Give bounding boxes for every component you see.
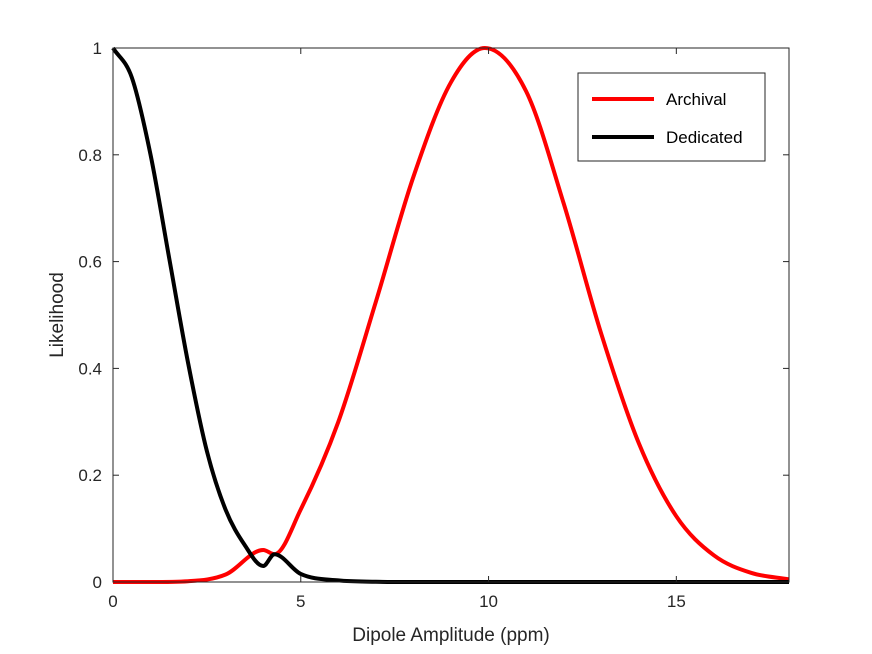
x-tick-label: 5	[296, 592, 305, 611]
y-tick-label: 0.6	[78, 253, 102, 272]
series-line-archival	[112, 46, 790, 584]
legend-label-archival: Archival	[666, 90, 726, 109]
axes-box	[112, 47, 790, 583]
x-tick-label: 15	[667, 592, 686, 611]
ticks-layer: 0 5 10 15 0 0.2 0.4 0.6 0.8 1	[78, 39, 789, 611]
y-tick-label: 1	[93, 39, 102, 58]
legend-box	[577, 72, 766, 162]
x-axis-label: Dipole Amplitude (ppm)	[352, 625, 549, 646]
x-tick-label: 0	[108, 592, 117, 611]
y-tick-label: 0.2	[78, 466, 102, 485]
y-tick-label: 0.8	[78, 146, 102, 165]
x-tick-label: 10	[479, 592, 498, 611]
legend: Archival Dedicated	[577, 72, 766, 162]
y-tick-label: 0	[93, 573, 102, 592]
y-axis-label: Likelihood	[47, 272, 68, 358]
legend-label-dedicated: Dedicated	[666, 128, 743, 147]
y-tick-label: 0.4	[78, 359, 102, 378]
